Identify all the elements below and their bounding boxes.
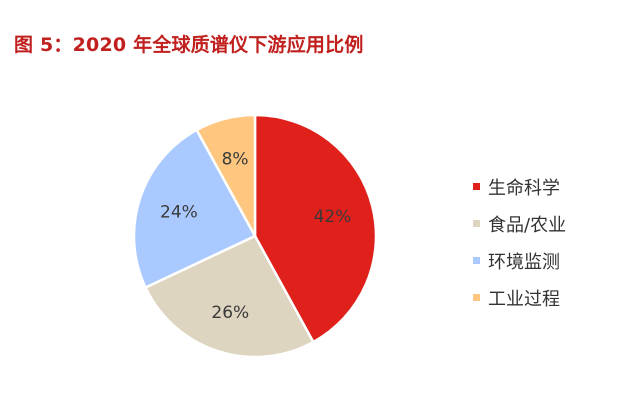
legend-label: 生命科学	[488, 177, 560, 199]
legend-swatch	[473, 220, 480, 227]
pie-slice-4	[195, 113, 257, 238]
pie-slice-2	[144, 234, 315, 359]
legend-label: 环境监测	[488, 251, 560, 273]
chart-title: 图 5：2020 年全球质谱仪下游应用比例	[14, 34, 364, 56]
legend-label: 食品/农业	[488, 214, 567, 236]
pie-slice-3	[132, 128, 257, 289]
legend-item-3: 环境监测	[473, 242, 566, 279]
slice-value-label-1: 42%	[314, 207, 352, 227]
slice-value-label-3: 24%	[160, 202, 198, 222]
legend-item-4: 工业过程	[473, 279, 566, 316]
legend-item-2: 食品/农业	[473, 205, 566, 242]
legend-label: 工业过程	[488, 288, 560, 310]
pie-slice-1	[253, 113, 378, 344]
slice-value-label-4: 8%	[222, 150, 249, 170]
legend: 生命科学食品/农业环境监测工业过程	[473, 168, 566, 316]
slice-value-label-2: 26%	[211, 303, 249, 323]
legend-item-1: 生命科学	[473, 168, 566, 205]
legend-swatch	[473, 183, 480, 190]
legend-swatch	[473, 294, 480, 301]
legend-swatch	[473, 257, 480, 264]
